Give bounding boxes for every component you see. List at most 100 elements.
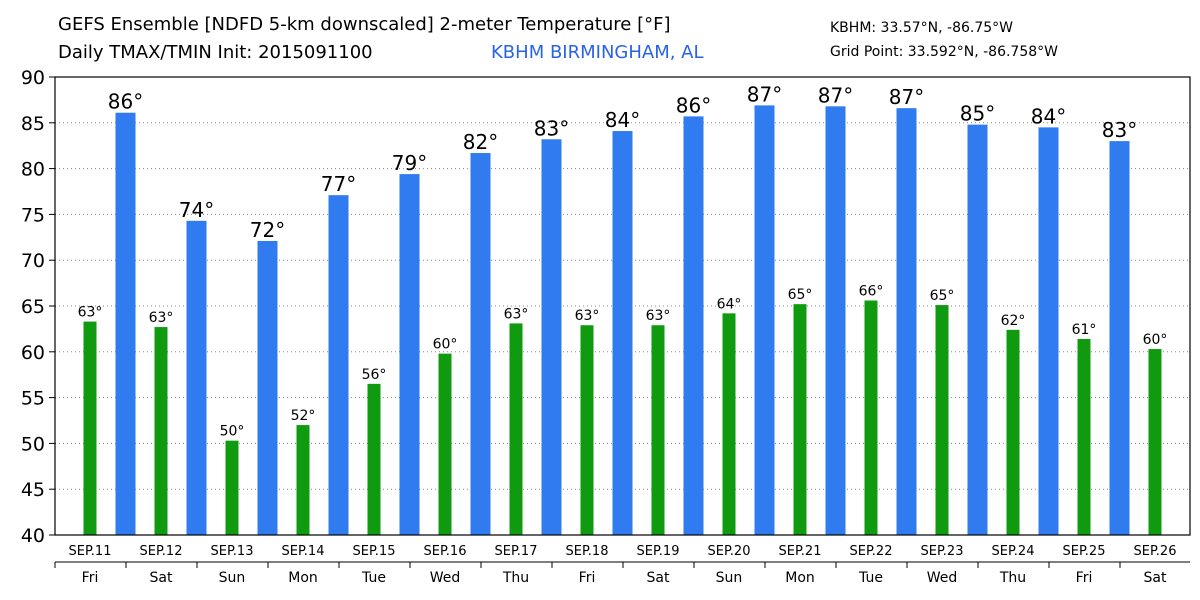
y-tick-label: 55: [21, 388, 45, 410]
x-tick-label: SEP.24: [992, 544, 1035, 559]
tmax-bar: [470, 153, 491, 535]
tmin-data-label: 62°: [1001, 313, 1026, 329]
weekday-label: Thu: [502, 570, 529, 586]
tmax-bar: [896, 108, 917, 536]
tmin-bar: [438, 353, 452, 535]
y-tick-label: 65: [21, 296, 45, 318]
tmin-data-label: 52°: [291, 408, 316, 424]
tmax-data-label: 72°: [250, 218, 285, 242]
weekday-label: Mon: [288, 570, 318, 586]
y-tick-label: 45: [21, 479, 45, 501]
tmin-data-label: 63°: [575, 308, 600, 324]
weekday-label: Tue: [361, 570, 386, 586]
weekday-label: Sun: [716, 570, 743, 586]
tmax-bar: [186, 220, 207, 535]
tmin-data-label: 61°: [1072, 322, 1097, 338]
tmax-bar: [1109, 141, 1130, 535]
tmin-data-label: 63°: [504, 306, 529, 322]
y-tick-label: 50: [21, 433, 45, 455]
tmax-bar: [115, 112, 136, 535]
tmax-data-label: 79°: [392, 151, 427, 175]
tmin-data-label: 66°: [859, 284, 884, 300]
tmax-data-label: 87°: [889, 85, 924, 109]
y-tick-label: 75: [21, 204, 45, 226]
tmin-data-label: 60°: [433, 337, 458, 353]
weekday-label: Sat: [647, 570, 670, 586]
tmax-bar: [1038, 127, 1059, 535]
tmax-bar: [754, 105, 775, 535]
tmax-data-label: 87°: [818, 83, 853, 107]
weekday-label: Sat: [150, 570, 173, 586]
y-tick-label: 70: [21, 250, 45, 272]
x-tick-label: SEP.19: [637, 544, 680, 559]
tmin-bar: [580, 325, 594, 535]
weekday-label: Fri: [82, 570, 99, 586]
weekday-label: Fri: [579, 570, 596, 586]
x-tick-label: SEP.21: [779, 544, 822, 559]
tmax-data-label: 83°: [534, 116, 569, 140]
chart-title: GEFS Ensemble [NDFD 5-km downscaled] 2-m…: [58, 14, 671, 35]
chart-subtitle: Daily TMAX/TMIN Init: 2015091100: [58, 42, 373, 63]
tmin-bar: [225, 440, 239, 535]
tmin-bar: [793, 304, 807, 535]
tmax-bar: [399, 174, 420, 535]
y-tick-label: 90: [21, 67, 45, 89]
weekday-label: Sat: [1144, 570, 1167, 586]
x-tick-label: SEP.25: [1063, 544, 1106, 559]
x-tick-label: SEP.11: [69, 544, 112, 559]
tmax-bar: [683, 116, 704, 535]
y-tick-label: 60: [21, 342, 45, 364]
tmin-data-label: 63°: [149, 310, 174, 326]
x-tick-label: SEP.12: [140, 544, 183, 559]
weekday-label: Mon: [785, 570, 815, 586]
x-tick-label: SEP.15: [353, 544, 396, 559]
tmin-data-label: 50°: [220, 424, 245, 440]
tmin-data-label: 63°: [78, 305, 103, 321]
tmax-bar: [257, 240, 278, 536]
weekday-label: Wed: [927, 570, 958, 586]
y-tick-label: 85: [21, 113, 45, 135]
tmax-data-label: 74°: [179, 198, 214, 222]
tmax-data-label: 83°: [1102, 118, 1137, 142]
tmax-bar: [541, 139, 562, 535]
x-tick-label: SEP.26: [1134, 544, 1177, 559]
tmin-data-label: 63°: [646, 308, 671, 324]
x-tick-label: SEP.17: [495, 544, 538, 559]
tmin-bar: [83, 321, 97, 535]
tmax-data-label: 82°: [463, 130, 498, 154]
tmin-bar: [154, 327, 168, 535]
weekday-label: Tue: [858, 570, 883, 586]
location-name: KBHM BIRMINGHAM, AL: [491, 42, 704, 63]
x-tick-label: SEP.18: [566, 544, 609, 559]
tmin-data-label: 65°: [930, 288, 955, 304]
tmax-data-label: 77°: [321, 172, 356, 196]
x-tick-label: SEP.22: [850, 544, 893, 559]
tmin-data-label: 60°: [1143, 332, 1168, 348]
x-tick-label: SEP.23: [921, 544, 964, 559]
weekday-label: Thu: [999, 570, 1026, 586]
y-tick-label: 80: [21, 159, 45, 181]
tmax-bar: [825, 106, 846, 535]
station-coordinates: KBHM: 33.57°N, -86.75°W: [830, 20, 1013, 36]
tmin-bar: [367, 383, 381, 535]
tmin-bar: [935, 305, 949, 535]
y-tick-label: 40: [21, 525, 45, 547]
tmax-bar: [612, 131, 633, 535]
tmin-bar: [651, 325, 665, 535]
tmin-data-label: 56°: [362, 367, 387, 383]
tmin-bar: [296, 425, 310, 535]
weekday-label: Wed: [430, 570, 461, 586]
tmin-bar: [1006, 329, 1020, 535]
tmax-data-label: 87°: [747, 82, 782, 106]
tmax-data-label: 85°: [960, 102, 995, 126]
x-tick-label: SEP.20: [708, 544, 751, 559]
tmax-bar: [328, 195, 349, 535]
tmin-bar: [1148, 349, 1162, 535]
tmax-data-label: 86°: [676, 93, 711, 117]
tmax-data-label: 86°: [108, 90, 143, 114]
weekday-label: Sun: [219, 570, 246, 586]
tmax-data-label: 84°: [605, 108, 640, 132]
tmin-bar: [509, 323, 523, 535]
grid-point-coordinates: Grid Point: 33.592°N, -86.758°W: [830, 44, 1058, 60]
